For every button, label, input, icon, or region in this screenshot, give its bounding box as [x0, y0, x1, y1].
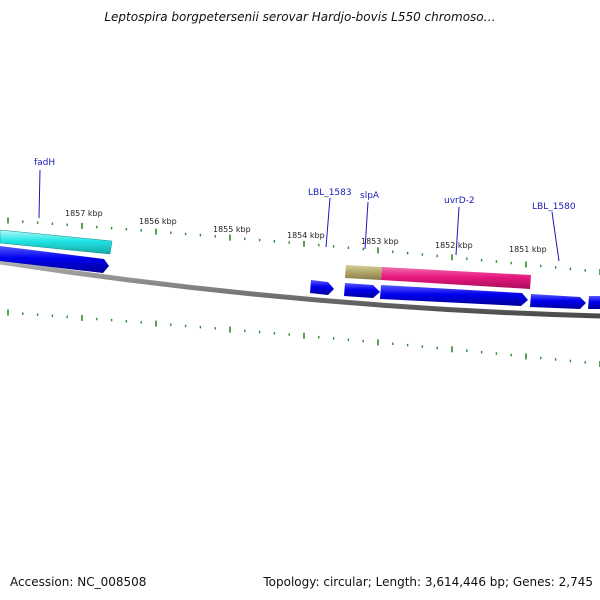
label-slpA[interactable]: slpA	[360, 191, 380, 201]
leader-uvrD-2	[455, 206, 460, 256]
leader-fadH	[38, 169, 41, 219]
leader-LBL_1580	[551, 211, 560, 262]
accession-text: Accession: NC_008508	[10, 575, 147, 589]
genome-summary-text: Topology: circular; Length: 3,614,446 bp…	[263, 575, 593, 589]
scale-label-1856: 1856 kbp	[139, 217, 177, 226]
scale-label-1854: 1854 kbp	[287, 231, 325, 240]
gene-blue-left[interactable]	[0, 246, 109, 273]
scale-label-1851: 1851 kbp	[509, 245, 547, 254]
gene-LBL_1583[interactable]	[310, 280, 334, 295]
scale-label-1855: 1855 kbp	[213, 225, 251, 234]
genome-backbone	[0, 259, 600, 319]
map-title: Leptospira borgpetersenii serovar Hardjo…	[104, 10, 496, 24]
label-uvrD-2[interactable]: uvrD-2	[444, 196, 475, 206]
label-fadH[interactable]: fadH	[34, 158, 55, 168]
scale-label-1852: 1852 kbp	[435, 241, 473, 250]
gene-blue-right-edge[interactable]	[588, 296, 600, 309]
gene-fadH[interactable]	[0, 229, 113, 255]
scale-label-1857: 1857 kbp	[65, 209, 103, 218]
scale-label-1853: 1853 kbp	[361, 237, 399, 246]
gene-uvrD-2[interactable]	[381, 267, 531, 289]
gene-slpA[interactable]	[345, 265, 382, 280]
outer-scale-ticks	[7, 217, 600, 275]
label-LBL_1583[interactable]: LBL_1583	[308, 188, 352, 198]
inner-scale-ticks	[7, 309, 600, 367]
leader-slpA	[364, 201, 369, 250]
gene-LBL_1580[interactable]	[530, 294, 586, 309]
label-LBL_1580[interactable]: LBL_1580	[532, 202, 576, 212]
gene-blue-slpA-region[interactable]	[344, 283, 380, 298]
leader-LBL_1583	[325, 197, 331, 248]
gene-blue-uvrD-region[interactable]	[380, 285, 528, 306]
